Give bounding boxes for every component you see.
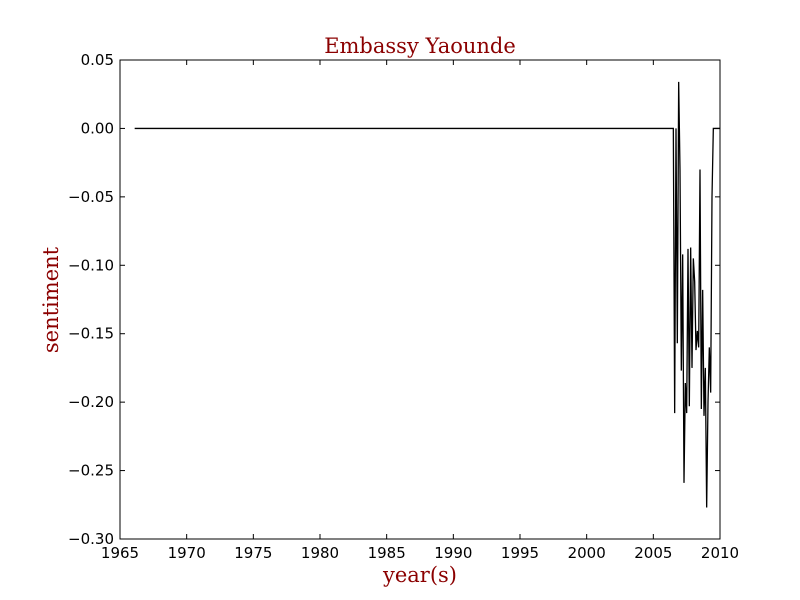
x-tick-label: 1990 xyxy=(434,544,472,562)
y-axis-ticks: 0.05 0.00 −0.05 −0.10 −0.15 −0.20 −0.25 −0.30 xyxy=(68,51,720,548)
plot-area xyxy=(120,60,720,539)
x-tick-label: 2000 xyxy=(568,544,606,562)
x-axis-ticks: 1965 1970 1975 1980 1985 1990 1995 2000 2005 2010 xyxy=(101,60,739,562)
y-tick-label: 0.00 xyxy=(81,119,114,137)
x-tick-label: 2010 xyxy=(701,544,739,562)
y-tick-label: −0.05 xyxy=(68,188,114,206)
y-tick-label: −0.10 xyxy=(68,256,114,274)
series-layer xyxy=(134,81,720,508)
x-tick-label: 1995 xyxy=(501,544,539,562)
chart-title: Embassy Yaounde xyxy=(324,34,516,58)
x-tick-label: 1970 xyxy=(168,544,206,562)
y-tick-label: −0.30 xyxy=(68,530,114,548)
y-axis-label: sentiment xyxy=(39,246,63,353)
x-tick-label: 1985 xyxy=(368,544,406,562)
x-axis-label: year(s) xyxy=(382,563,457,587)
y-tick-label: 0.05 xyxy=(81,51,114,69)
y-tick-label: −0.25 xyxy=(68,462,114,480)
x-tick-label: 1965 xyxy=(101,544,139,562)
x-tick-label: 1980 xyxy=(301,544,339,562)
x-tick-label: 1975 xyxy=(234,544,272,562)
series-line-0 xyxy=(134,81,720,508)
y-tick-label: −0.15 xyxy=(68,325,114,343)
plot-frame xyxy=(119,59,721,540)
y-tick-label: −0.20 xyxy=(68,393,114,411)
x-tick-label: 2005 xyxy=(634,544,672,562)
